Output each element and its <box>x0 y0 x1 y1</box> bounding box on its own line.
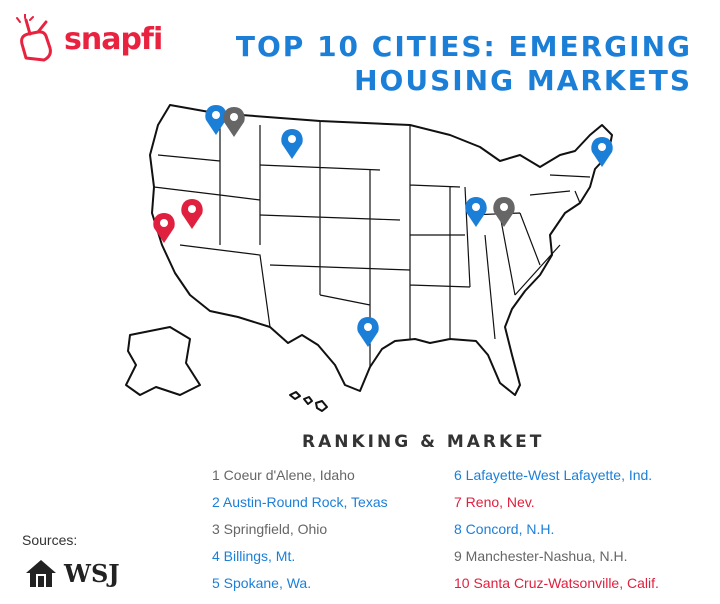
map-pin-austin <box>357 317 379 347</box>
wsj-logo: WSJ <box>24 557 134 589</box>
market-item: 6 Lafayette-West Lafayette, Ind. <box>454 467 653 483</box>
map-pin-reno <box>181 199 203 229</box>
market-item: 3 Springfield, Ohio <box>212 521 328 537</box>
map-pin-concord <box>591 137 613 167</box>
map-pin-spokane <box>205 105 227 135</box>
ranking-list-left: 1 Coeur d'Alene, Idaho 2 Austin-Round Ro… <box>212 462 388 597</box>
market-item: 7 Reno, Nev. <box>454 494 535 510</box>
map-pin-lafayette <box>465 197 487 227</box>
page-title: TOP 10 CITIES: EMERGING HOUSING MARKETS <box>172 30 692 98</box>
title-line-1: TOP 10 CITIES: EMERGING <box>235 30 692 63</box>
us-map <box>125 104 613 412</box>
source-name: WSJ <box>64 559 120 588</box>
hawaii-outline <box>289 391 328 412</box>
brand-name: snapfi <box>64 22 163 57</box>
map-pin-springfield <box>493 197 515 227</box>
sources-label: Sources: <box>22 532 78 548</box>
market-item: 8 Concord, N.H. <box>454 521 555 537</box>
map-pins <box>153 105 613 347</box>
ranking-heading: RANKING & MARKET <box>302 432 545 452</box>
contiguous-us-outline <box>149 104 613 396</box>
snapfi-logo: snapfi <box>16 13 166 66</box>
market-item: 9 Manchester-Nashua, N.H. <box>454 548 628 564</box>
ranking-list-right: 6 Lafayette-West Lafayette, Ind. 7 Reno,… <box>454 462 659 597</box>
map-pin-santa-cruz <box>153 213 175 243</box>
market-item: 2 Austin-Round Rock, Texas <box>212 494 388 510</box>
title-line-2: HOUSING MARKETS <box>354 64 692 97</box>
market-item: 10 Santa Cruz-Watsonville, Calif. <box>454 575 659 591</box>
market-item: 4 Billings, Mt. <box>212 548 296 564</box>
market-item: 1 Coeur d'Alene, Idaho <box>212 467 355 483</box>
house-icon <box>26 560 56 587</box>
map-pin-coeur-dalene <box>223 107 245 137</box>
map-pin-billings <box>281 129 303 159</box>
alaska-outline <box>125 326 201 396</box>
market-item: 5 Spokane, Wa. <box>212 575 312 591</box>
hand-snap-icon <box>16 13 52 62</box>
